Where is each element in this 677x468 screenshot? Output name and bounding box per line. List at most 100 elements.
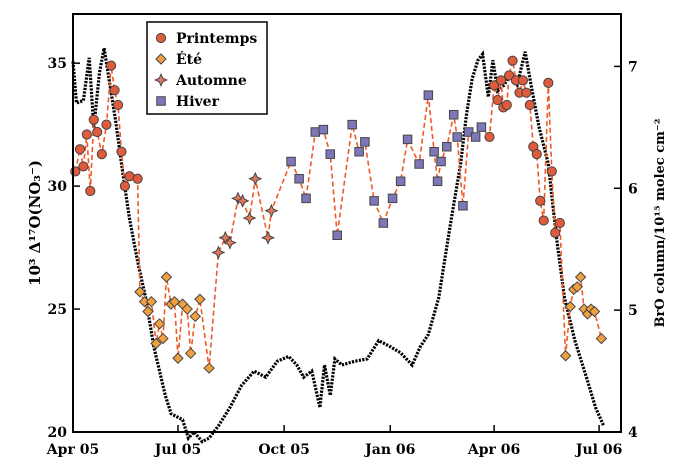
point-diamond xyxy=(145,295,158,308)
point-square xyxy=(347,119,357,130)
point-diamond xyxy=(181,303,193,315)
point-star4 xyxy=(222,235,237,250)
point-diamond xyxy=(559,350,572,362)
point-diamond xyxy=(160,271,173,283)
point-diamond xyxy=(574,271,587,283)
point-circle xyxy=(484,131,495,143)
point-diamond xyxy=(194,293,206,305)
point-square xyxy=(378,218,389,228)
point-diamond xyxy=(189,310,201,323)
point-circle xyxy=(531,149,542,160)
legend-marker-star4 xyxy=(154,73,168,87)
point-star4 xyxy=(230,191,245,206)
x-tick-label: Oct 05 xyxy=(258,442,310,458)
point-diamond xyxy=(564,300,576,313)
point-square xyxy=(423,90,434,100)
point-square xyxy=(402,134,413,145)
point-diamond xyxy=(588,305,601,318)
point-circle xyxy=(492,94,503,106)
point-star4 xyxy=(235,193,250,208)
point-circle xyxy=(543,77,554,88)
point-circle xyxy=(517,75,529,86)
point-circle xyxy=(92,126,103,138)
point-diamond xyxy=(142,305,154,318)
point-star4 xyxy=(260,230,275,245)
point-circle xyxy=(524,99,535,111)
y-axis-label-left: 10³ Δ¹⁷O(NO₃⁻) xyxy=(26,160,44,286)
ticks-layer: Apr 05 Jul 05 Oct 05 Jan 06 Apr 06 Jul 06 20 25… xyxy=(46,56,638,458)
point-circle xyxy=(116,146,127,157)
point-diamond xyxy=(150,337,162,350)
point-square xyxy=(458,201,468,211)
point-diamond xyxy=(595,332,608,345)
point-square xyxy=(360,137,370,147)
point-square xyxy=(432,176,443,186)
point-circle xyxy=(546,166,557,177)
point-star4 xyxy=(264,203,279,218)
y-tick-label-right: 5 xyxy=(628,303,638,319)
legend-box xyxy=(146,21,268,115)
x-tick-label: Apr 05 xyxy=(46,442,99,458)
point-circle xyxy=(538,215,549,226)
point-circle xyxy=(74,144,86,155)
point-square xyxy=(332,230,342,241)
legend-label: Automne xyxy=(175,73,247,89)
point-circle xyxy=(119,181,131,192)
point-diamond xyxy=(153,318,166,330)
y-tick-label-right: 6 xyxy=(628,181,638,197)
point-circle xyxy=(495,75,507,86)
series-layer xyxy=(70,55,608,374)
point-circle xyxy=(109,85,120,96)
point-circle xyxy=(501,99,512,111)
x-tick-label: Apr 06 xyxy=(467,442,520,458)
legend-label: Été xyxy=(176,50,202,68)
point-square xyxy=(387,193,398,204)
point-square xyxy=(286,156,296,167)
y-tick-label-left: 30 xyxy=(48,179,68,195)
point-circle xyxy=(78,161,89,172)
point-circle xyxy=(105,60,117,71)
point-star4 xyxy=(211,245,226,260)
point-square xyxy=(354,146,364,157)
point-circle xyxy=(132,173,143,184)
point-circle xyxy=(488,80,500,91)
point-circle xyxy=(535,195,546,206)
y-tick-label-right: 7 xyxy=(628,59,638,75)
y-tick-label-right: 4 xyxy=(628,425,638,441)
y-tick-label-left: 25 xyxy=(48,302,67,318)
point-square xyxy=(301,193,311,204)
legend-marker-square xyxy=(156,96,166,106)
point-diamond xyxy=(184,347,197,360)
y-tick-label-left: 20 xyxy=(48,425,68,441)
point-star4 xyxy=(248,171,263,186)
point-diamond xyxy=(172,352,184,364)
point-diamond xyxy=(134,286,146,298)
x-tick-label: Jan 06 xyxy=(363,442,415,458)
axes-layer xyxy=(72,13,622,433)
point-square xyxy=(310,127,321,137)
legend-marker-circle xyxy=(155,32,167,44)
point-diamond xyxy=(203,362,215,374)
point-circle xyxy=(521,87,532,98)
point-circle xyxy=(88,114,99,125)
x-tick-label: Jul 05 xyxy=(153,442,201,458)
point-circle xyxy=(112,99,124,111)
point-circle xyxy=(81,129,92,140)
point-circle xyxy=(550,227,561,238)
point-circle xyxy=(507,55,518,66)
legend-label: Hiver xyxy=(176,94,220,110)
y-tick-label-left: 35 xyxy=(48,56,67,72)
point-square xyxy=(429,146,439,157)
legend-marker-diamond xyxy=(155,53,167,65)
legend-label: Printemps xyxy=(176,31,257,47)
point-square xyxy=(470,132,481,142)
point-circle xyxy=(554,217,565,229)
point-star4 xyxy=(242,211,257,226)
point-diamond xyxy=(157,332,169,345)
plot-frame xyxy=(72,13,622,433)
x-tick-label: Jul 06 xyxy=(574,442,622,458)
point-square xyxy=(414,159,424,169)
point-diamond xyxy=(571,281,583,293)
point-square xyxy=(395,176,406,186)
